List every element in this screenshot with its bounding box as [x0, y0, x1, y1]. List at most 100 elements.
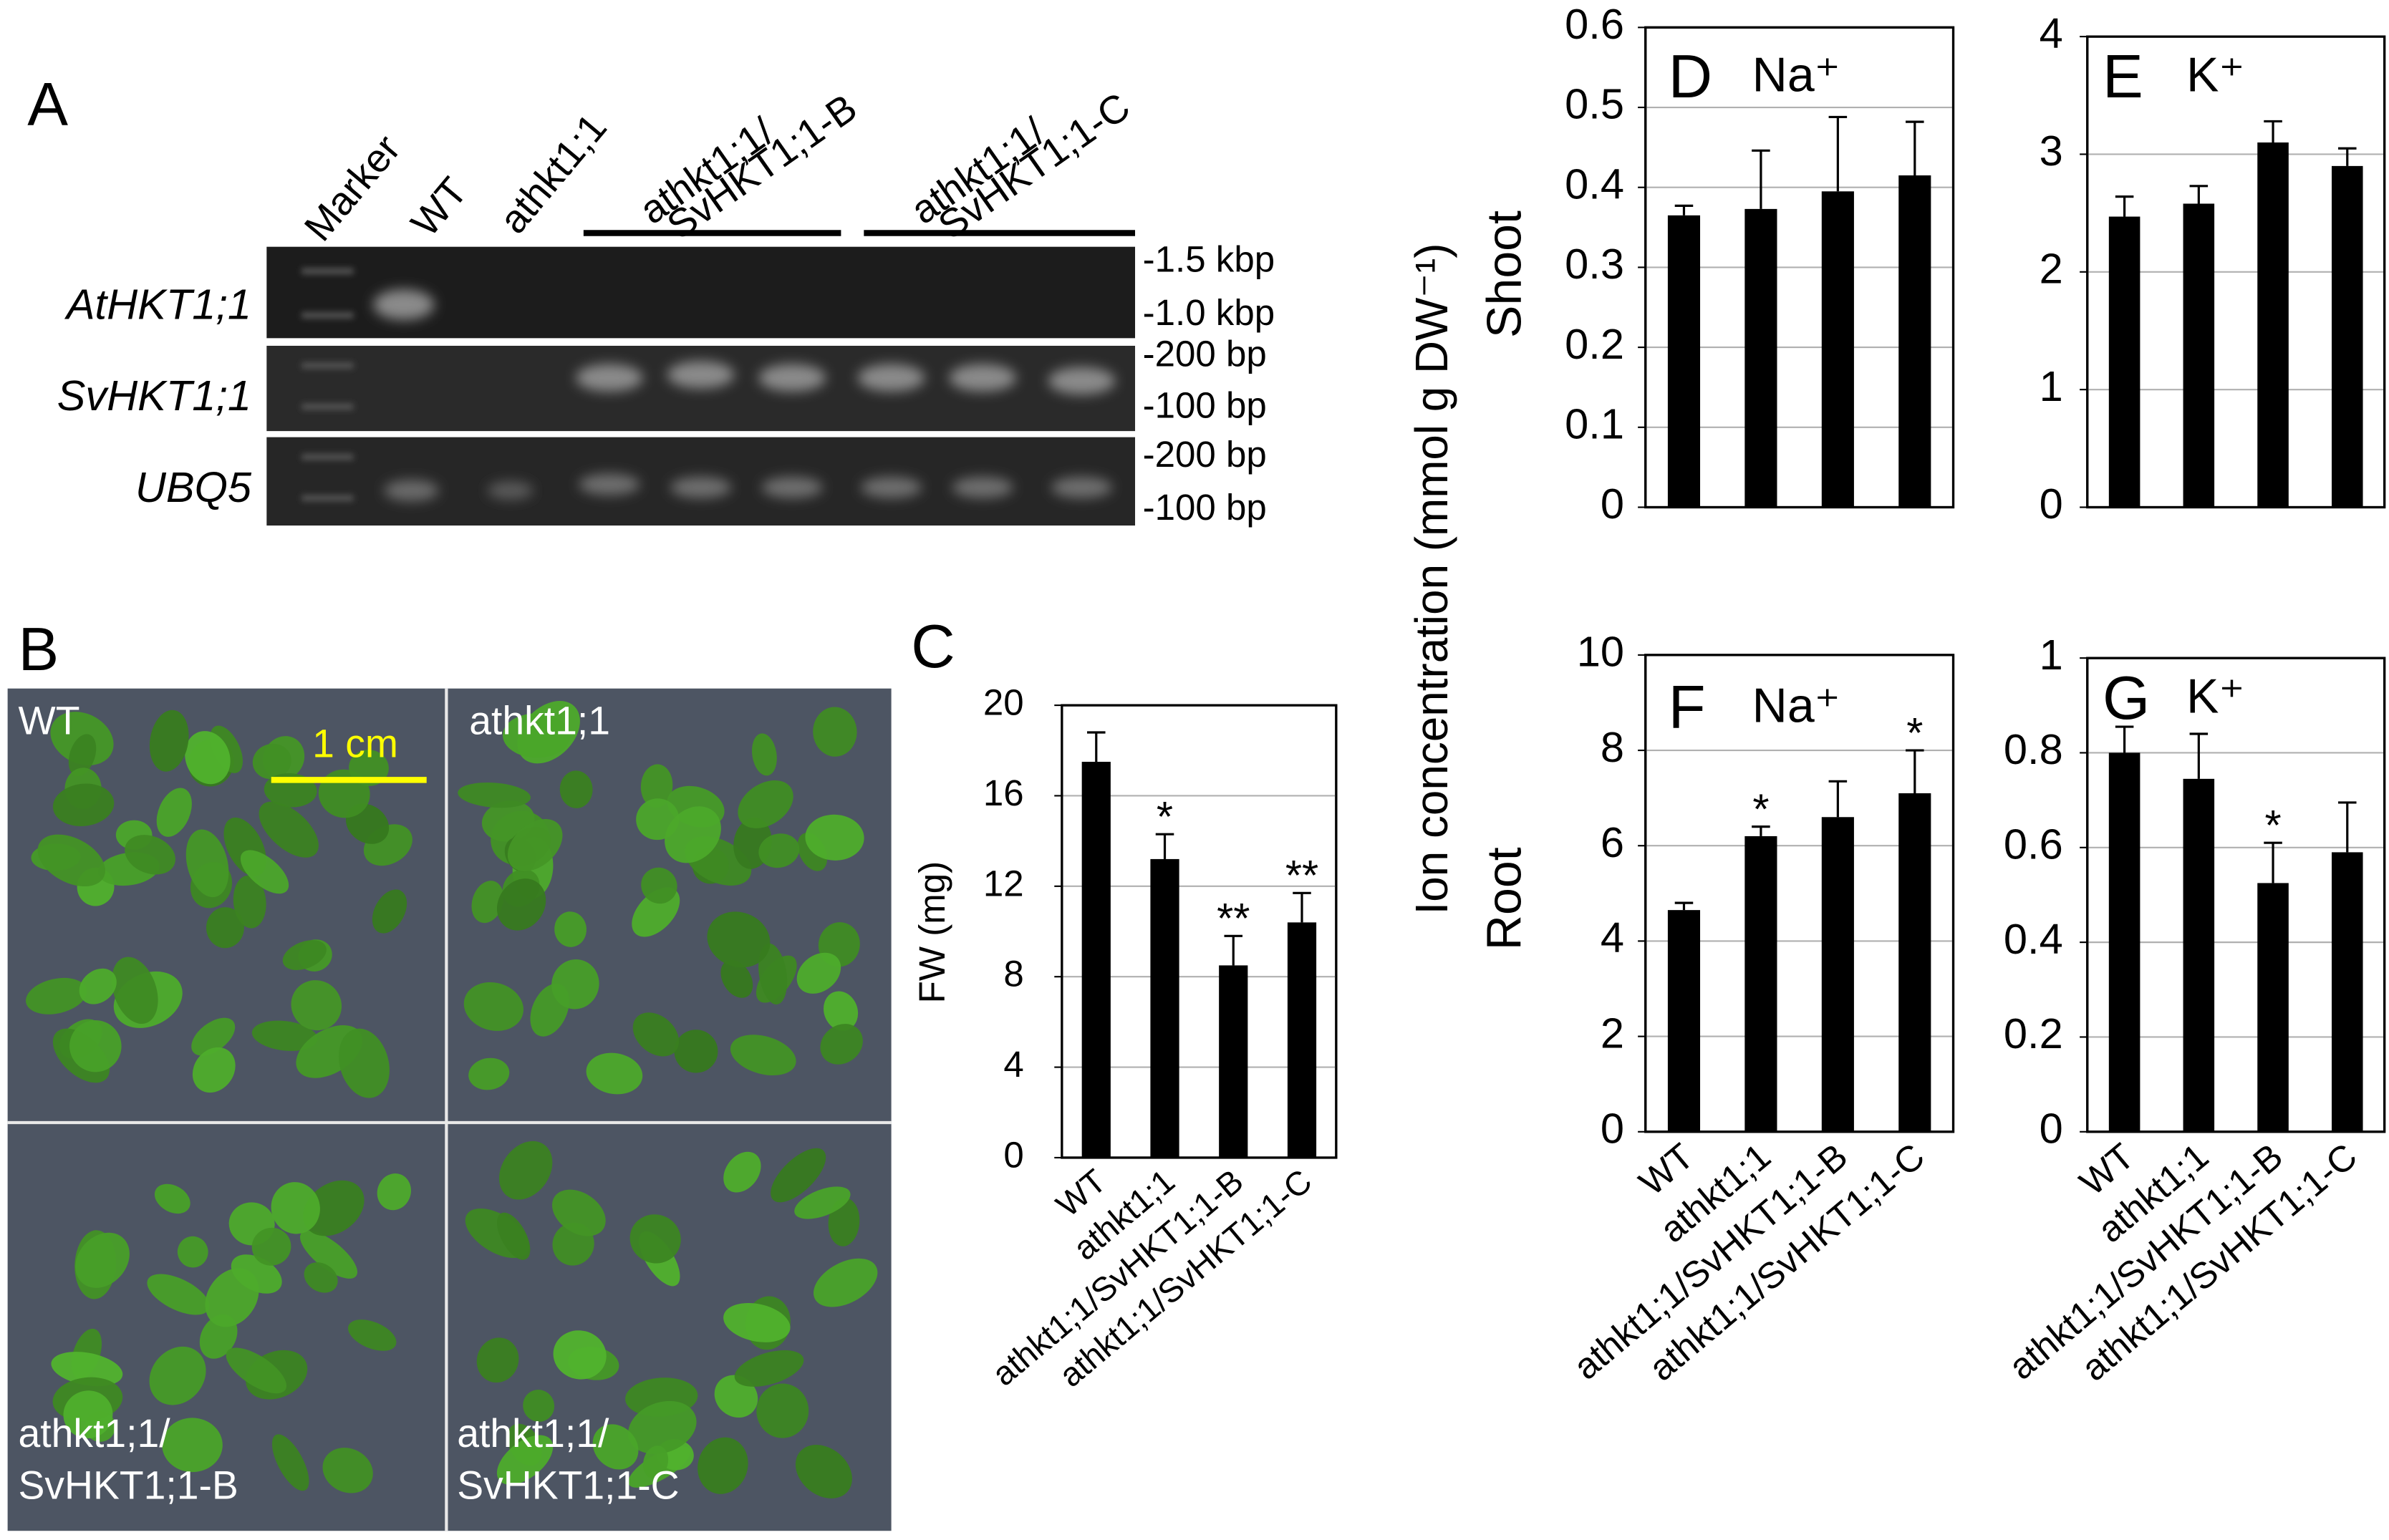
plot-border: [1644, 654, 1955, 1133]
y-axis-label: Shoot: [1477, 210, 1531, 338]
bar: [2108, 216, 2141, 508]
bar: [2257, 142, 2289, 508]
leaf: [674, 1030, 718, 1073]
size-label: -100 bp: [1143, 385, 1267, 426]
bands: [301, 268, 354, 501]
lane-label: Marker: [296, 126, 409, 249]
leaf: [738, 780, 793, 828]
leaf: [149, 1346, 206, 1405]
y-tick-label: 0.6: [2004, 820, 2063, 868]
leaf: [498, 1141, 553, 1200]
y-tick-label: 4: [2040, 9, 2063, 57]
leaf: [496, 1212, 531, 1260]
panel-label: Na⁺: [1752, 678, 1840, 732]
leaf: [824, 991, 859, 1031]
leaf: [734, 1350, 804, 1387]
y-tick-label: 2: [2040, 245, 2063, 293]
leaf: [251, 1020, 318, 1051]
significance: **: [1285, 851, 1318, 899]
bar: [1667, 215, 1701, 508]
panel-letter: G: [2103, 664, 2150, 732]
y-tick-label: 6: [1601, 818, 1624, 866]
panel-label: K⁺: [2186, 669, 2244, 724]
y-tick-label: 0.2: [2004, 1009, 2063, 1057]
quadrant-label: athkt1;1: [469, 699, 610, 743]
significance: *: [1906, 709, 1923, 757]
leaf: [271, 1434, 309, 1491]
panel-label: K⁺: [2186, 48, 2244, 102]
bar: [1898, 175, 1931, 508]
leaf: [771, 1148, 826, 1203]
shared-y-label: Ion concentration (mmol g DW⁻¹): [1406, 243, 1457, 915]
bar: [2183, 778, 2215, 1132]
y-tick-label: 0: [1003, 1134, 1023, 1175]
y-tick-label: 12: [983, 863, 1024, 904]
plot-border: [1061, 704, 1338, 1159]
y-tick-label: 10: [1577, 628, 1624, 676]
leaf: [192, 1047, 236, 1093]
y-tick-label: 0.3: [1565, 240, 1624, 288]
bar: [1287, 922, 1317, 1158]
leaf: [75, 1232, 130, 1288]
significance: *: [1157, 793, 1173, 841]
leaf: [496, 878, 546, 931]
leaf: [751, 733, 777, 776]
panel-letter: B: [19, 616, 59, 684]
leaf: [553, 1330, 607, 1380]
leaf: [813, 1258, 878, 1307]
leaf: [507, 819, 563, 871]
y-tick-label: 0.6: [1565, 0, 1624, 48]
y-tick-label: 3: [2040, 127, 2063, 175]
leaf: [154, 1183, 190, 1214]
significance: **: [1217, 894, 1250, 942]
leaf: [641, 867, 677, 904]
y-tick-label: 0.4: [2004, 915, 2063, 963]
leaf: [795, 1445, 852, 1498]
panel-letter: F: [1669, 674, 1706, 742]
leaf: [156, 788, 192, 837]
leaf: [723, 1151, 761, 1193]
quadrant-label: athkt1;1/: [457, 1411, 609, 1456]
size-label: -1.0 kbp: [1143, 292, 1275, 333]
significance: *: [2264, 801, 2281, 849]
leaf: [52, 783, 115, 826]
y-tick-label: 0.1: [1565, 400, 1624, 448]
leaf: [322, 1448, 373, 1493]
bar: [1821, 191, 1854, 508]
plot-border: [1644, 26, 1955, 509]
y-tick-label: 0: [2040, 480, 2063, 528]
leaf: [271, 1182, 320, 1234]
leaf: [372, 889, 407, 934]
lane-label: athkt1;1: [491, 105, 615, 242]
y-tick-label: 16: [983, 773, 1024, 813]
bar: [2257, 883, 2289, 1132]
leaf: [805, 814, 864, 861]
leaf: [707, 911, 771, 968]
row-label: AtHKT1;1: [64, 281, 251, 329]
y-tick-label: 0: [1601, 1105, 1624, 1153]
quadrant-label: athkt1;1/: [19, 1411, 171, 1456]
leaf: [730, 1035, 796, 1076]
leaf: [698, 1437, 748, 1494]
leaf: [586, 1052, 643, 1095]
leaf: [463, 982, 523, 1031]
leaf: [468, 1057, 510, 1090]
bar: [1219, 965, 1248, 1158]
bar: [1667, 910, 1701, 1132]
leaf: [191, 1017, 236, 1056]
y-tick-label: 2: [1601, 1009, 1624, 1057]
plot-border: [2086, 35, 2386, 509]
size-label: -1.5 kbp: [1143, 238, 1275, 279]
leaf: [37, 834, 105, 887]
y-tick-label: 4: [1601, 914, 1624, 962]
leaf: [632, 1012, 680, 1057]
y-tick-label: 8: [1003, 954, 1023, 994]
bar: [1898, 793, 1931, 1132]
leaf: [476, 1337, 519, 1383]
leaf: [796, 952, 841, 994]
bar: [2331, 852, 2363, 1132]
y-tick-label: 0: [2040, 1105, 2063, 1153]
leaf: [79, 968, 117, 1004]
row-label: SvHKT1;1: [57, 372, 251, 420]
size-label: -200 bp: [1143, 434, 1267, 475]
